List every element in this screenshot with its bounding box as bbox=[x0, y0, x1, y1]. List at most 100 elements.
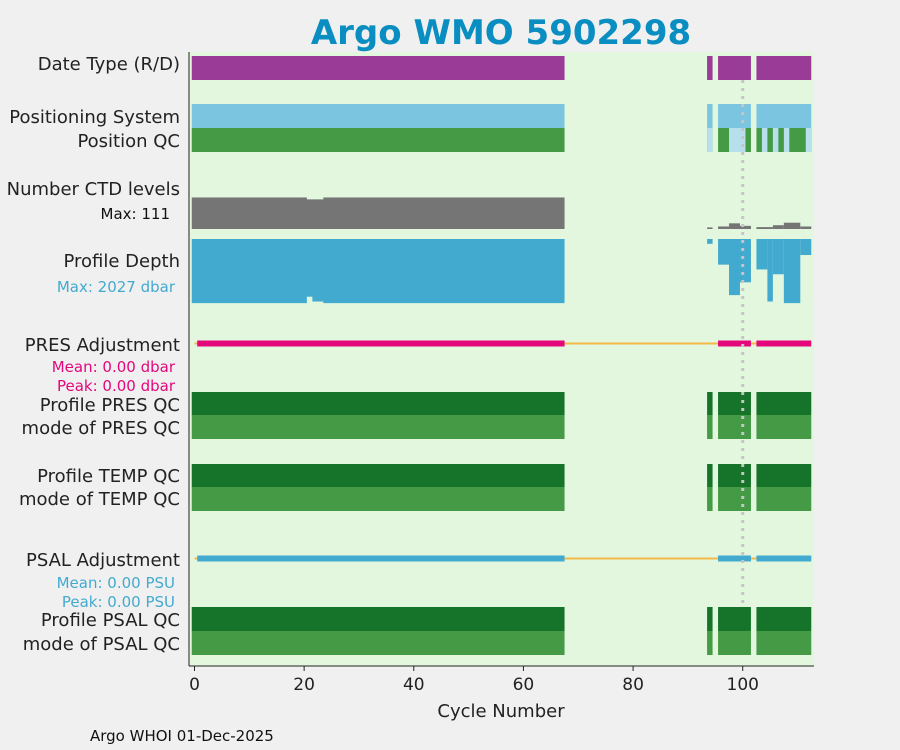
pres-adjustment-bar bbox=[197, 340, 565, 347]
ctd-levels-bar bbox=[783, 222, 801, 229]
position-qc-alt-bar bbox=[734, 128, 740, 152]
mode-temp-qc-bar bbox=[718, 487, 751, 511]
profile-depth-bar bbox=[707, 239, 713, 244]
mode-psal-qc-bar bbox=[718, 631, 751, 655]
row-label-profile-psal-qc: Profile PSAL QC bbox=[41, 610, 180, 631]
profile-depth-bar bbox=[756, 239, 768, 270]
profile-depth-bar bbox=[772, 239, 784, 275]
mode-temp-qc-bar bbox=[191, 487, 565, 511]
mode-pres-qc-bar bbox=[718, 415, 751, 439]
profile-psal-qc-bar bbox=[191, 607, 565, 631]
row-label-mode-temp-qc: mode of TEMP QC bbox=[19, 489, 180, 510]
row-label-mode-psal-qc: mode of PSAL QC bbox=[23, 634, 180, 655]
footer-credit: Argo WHOI 01-Dec-2025 bbox=[90, 727, 274, 745]
date-type-bar bbox=[191, 56, 565, 80]
date-type-bar bbox=[707, 56, 713, 80]
x-tick-label: 40 bbox=[403, 675, 425, 695]
ctd-levels-bar bbox=[729, 223, 740, 229]
profile-temp-qc-bar bbox=[191, 464, 565, 487]
pres-adjustment-mean: Mean: 0.00 dbar bbox=[52, 358, 176, 376]
ctd-levels-bar bbox=[800, 226, 812, 229]
position-qc-alt-bar bbox=[783, 128, 790, 152]
data-marks bbox=[191, 56, 812, 655]
ctd-levels-bar bbox=[772, 225, 784, 229]
positioning-system-bar bbox=[707, 104, 713, 128]
position-qc-alt-bar bbox=[805, 128, 812, 152]
profile-pres-qc-bar bbox=[707, 392, 713, 415]
ctd-levels-bar bbox=[707, 227, 713, 229]
plot-area bbox=[189, 52, 814, 666]
profile-depth-bar bbox=[767, 239, 773, 302]
x-tick-label: 100 bbox=[727, 675, 759, 695]
pres-adjustment-bar bbox=[718, 340, 751, 347]
mode-pres-qc-bar bbox=[191, 415, 565, 439]
ctd-levels-bar bbox=[191, 197, 307, 229]
profile-psal-qc-bar bbox=[718, 607, 751, 631]
profile-temp-qc-bar bbox=[707, 464, 713, 487]
profile-pres-qc-bar bbox=[191, 392, 565, 415]
row-label-profile-temp-qc: Profile TEMP QC bbox=[37, 466, 180, 487]
ctd-levels-bar bbox=[739, 225, 751, 229]
profile-psal-qc-bar bbox=[756, 607, 812, 631]
profile-pres-qc-bar bbox=[718, 392, 751, 415]
mode-pres-qc-bar bbox=[756, 415, 812, 439]
row-label-mode-pres-qc: mode of PRES QC bbox=[22, 418, 180, 439]
psal-adjustment-bar bbox=[197, 555, 565, 562]
mode-psal-qc-bar bbox=[191, 631, 565, 655]
mode-temp-qc-bar bbox=[707, 487, 713, 511]
psal-adjustment-bar bbox=[718, 555, 751, 562]
row-label-position-qc: Position QC bbox=[77, 131, 180, 152]
psal-adjustment-mean: Mean: 0.00 PSU bbox=[57, 574, 175, 592]
profile-psal-qc-bar bbox=[707, 607, 713, 631]
positioning-system-bar bbox=[718, 104, 751, 128]
positioning-system-bar bbox=[191, 104, 565, 128]
position-qc-bar bbox=[191, 128, 565, 152]
profile-depth-bar bbox=[739, 239, 751, 283]
profile-pres-qc-bar bbox=[756, 392, 812, 415]
position-qc-alt-bar bbox=[707, 128, 713, 152]
ctd-levels-bar bbox=[756, 227, 773, 229]
mode-psal-qc-bar bbox=[707, 631, 713, 655]
x-axis: 0 20 40 60 80 100 bbox=[188, 52, 814, 695]
psal-adjustment-peak: Peak: 0.00 PSU bbox=[62, 593, 175, 611]
row-label-positioning-system: Positioning System bbox=[9, 107, 180, 128]
profile-depth-bar bbox=[800, 239, 812, 256]
x-tick-label: 60 bbox=[513, 675, 535, 695]
pres-adjustment-bar bbox=[756, 340, 812, 347]
row-label-ctd-levels: Number CTD levels bbox=[7, 179, 180, 200]
row-label-pres-adjustment: PRES Adjustment bbox=[25, 335, 180, 356]
profile-depth-bar bbox=[783, 239, 801, 304]
x-tick-label: 80 bbox=[622, 675, 644, 695]
position-qc-alt-bar bbox=[739, 128, 746, 152]
row-label-profile-depth: Profile Depth bbox=[63, 251, 180, 272]
position-qc-alt-bar bbox=[761, 128, 768, 152]
date-type-bar bbox=[756, 56, 812, 80]
mode-temp-qc-bar bbox=[756, 487, 812, 511]
x-axis-label: Cycle Number bbox=[437, 701, 565, 722]
row-label-profile-pres-qc: Profile PRES QC bbox=[40, 395, 180, 416]
ctd-levels-max: Max: 111 bbox=[101, 205, 170, 223]
row-label-date-type: Date Type (R/D) bbox=[38, 54, 180, 75]
pres-adjustment-peak: Peak: 0.00 dbar bbox=[57, 377, 176, 395]
row-label-psal-adjustment: PSAL Adjustment bbox=[26, 550, 180, 571]
mode-psal-qc-bar bbox=[756, 631, 812, 655]
profile-depth-bar bbox=[718, 239, 730, 265]
positioning-system-bar bbox=[756, 104, 812, 128]
profile-depth-bar bbox=[191, 239, 307, 304]
position-qc-alt-bar bbox=[772, 128, 779, 152]
profile-depth-max: Max: 2027 dbar bbox=[57, 278, 176, 296]
chart-title: Argo WMO 5902298 bbox=[311, 13, 691, 53]
ctd-levels-bar bbox=[323, 197, 565, 229]
ctd-levels-bar bbox=[718, 226, 730, 229]
profile-depth-bar bbox=[323, 239, 565, 304]
profile-depth-bar bbox=[729, 239, 740, 296]
x-tick-label: 20 bbox=[293, 675, 315, 695]
date-type-bar bbox=[718, 56, 751, 80]
profile-temp-qc-bar bbox=[718, 464, 751, 487]
profile-temp-qc-bar bbox=[756, 464, 812, 487]
psal-adjustment-bar bbox=[756, 555, 812, 562]
x-tick-label: 0 bbox=[189, 675, 200, 695]
position-qc-alt-bar bbox=[729, 128, 735, 152]
mode-pres-qc-bar bbox=[707, 415, 713, 439]
